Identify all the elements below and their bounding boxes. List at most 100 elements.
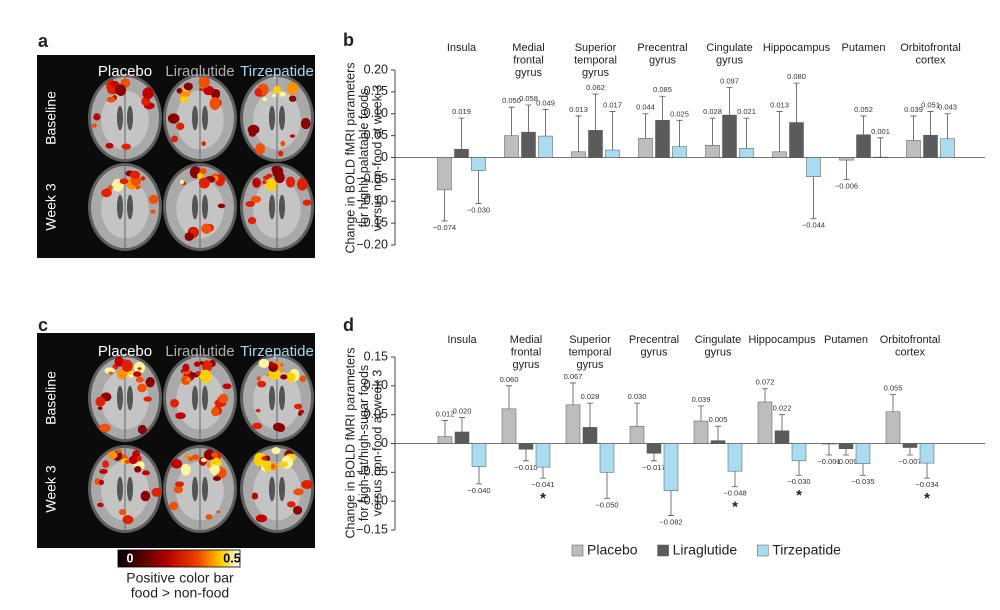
column-header: Placebo: [98, 343, 152, 360]
ventricle: [279, 194, 285, 220]
bar: [856, 134, 871, 158]
value-label: −0.048: [723, 489, 746, 498]
ventricle: [192, 194, 198, 220]
activation: [179, 179, 185, 185]
category-label: Insula: [447, 334, 477, 346]
significance-marker: *: [540, 490, 546, 507]
value-label: 0.067: [564, 372, 583, 381]
bar: [839, 157, 854, 161]
category-label: Putamen: [824, 334, 868, 346]
activation: [99, 423, 111, 433]
activation: [201, 141, 206, 146]
value-label: 0.058: [519, 94, 538, 103]
legend-label: Tirzepatide: [772, 542, 841, 558]
activation: [191, 454, 200, 461]
significance-marker: *: [796, 487, 802, 504]
panel-label: c: [38, 315, 48, 335]
category-label: cortex: [916, 54, 946, 66]
bar: [638, 138, 653, 158]
error-bar: [668, 490, 674, 516]
error-bar: [843, 448, 849, 456]
ventricle: [279, 105, 285, 131]
value-label: 0.013: [770, 101, 789, 110]
activation: [134, 465, 142, 473]
category-label: gyrus: [513, 359, 540, 371]
value-label: 0.017: [603, 101, 622, 110]
activation: [151, 487, 162, 497]
activation: [102, 460, 109, 468]
activation: [222, 383, 232, 390]
ventricle: [202, 385, 208, 411]
y-tick-label: 0: [381, 150, 388, 164]
activation: [280, 374, 288, 380]
value-label: 0.050: [502, 96, 521, 105]
error-bar: [826, 444, 832, 456]
category-label: gyrus: [641, 346, 668, 358]
value-label: −0.074: [433, 223, 456, 232]
error-bar: [890, 394, 896, 412]
activation: [150, 209, 156, 214]
value-label: −0.050: [595, 500, 618, 509]
activation: [203, 85, 215, 96]
value-label: 0.013: [569, 105, 588, 114]
activation: [193, 361, 201, 367]
category-label: gyrus: [705, 346, 732, 358]
activation: [218, 393, 229, 404]
activation: [137, 367, 142, 371]
activation: [179, 96, 189, 103]
ventricle: [269, 476, 275, 502]
error-bar: [523, 449, 529, 462]
activation: [171, 135, 178, 143]
activation: [252, 422, 263, 430]
value-label: 0.028: [703, 107, 722, 116]
activation: [137, 424, 147, 435]
bar: [705, 145, 720, 158]
error-bar: [927, 111, 934, 136]
activation: [175, 481, 185, 487]
activation: [301, 479, 313, 490]
ventricle: [202, 194, 208, 220]
activation: [184, 453, 190, 458]
activation: [200, 457, 207, 463]
activation: [142, 87, 154, 100]
activation: [271, 165, 281, 173]
y-tick-label: 0: [381, 436, 388, 450]
activation: [118, 509, 127, 516]
activation: [198, 87, 204, 92]
panel-label: d: [343, 315, 354, 335]
activation: [251, 492, 259, 500]
column-header: Liraglutide: [165, 343, 234, 360]
error-bar: [732, 471, 738, 488]
error-bar: [642, 113, 649, 139]
category-label: Precentral: [637, 42, 687, 54]
value-label: −0.082: [659, 518, 682, 527]
activation: [266, 173, 273, 178]
bar: [521, 131, 536, 158]
bar: [838, 443, 854, 449]
column-header: Tirzepatide: [240, 343, 314, 360]
value-label: 0.012: [436, 409, 455, 418]
activation: [211, 452, 219, 458]
error-bar: [634, 402, 640, 427]
value-label: −0.040: [467, 486, 490, 495]
ventricle: [117, 385, 123, 411]
value-label: 0.049: [536, 98, 555, 107]
activation: [252, 177, 261, 188]
category-label: gyrus: [649, 54, 676, 66]
legend-swatch: [657, 544, 669, 557]
activation: [180, 463, 191, 476]
activation: [99, 468, 108, 475]
error-bar: [762, 388, 768, 402]
bar: [885, 411, 901, 444]
y-tick-label: 0.10: [364, 106, 388, 120]
value-label: −0.001: [817, 457, 840, 466]
bar: [906, 140, 921, 158]
activation: [195, 370, 202, 376]
value-label: −0.009: [834, 457, 857, 466]
value-label: 0.025: [670, 109, 689, 118]
y-axis-label: for highly palatable foods: [357, 89, 371, 228]
activation: [285, 176, 296, 188]
activation: [211, 406, 220, 417]
bar: [693, 420, 709, 444]
colorbar-tick-label: 0: [127, 551, 134, 565]
